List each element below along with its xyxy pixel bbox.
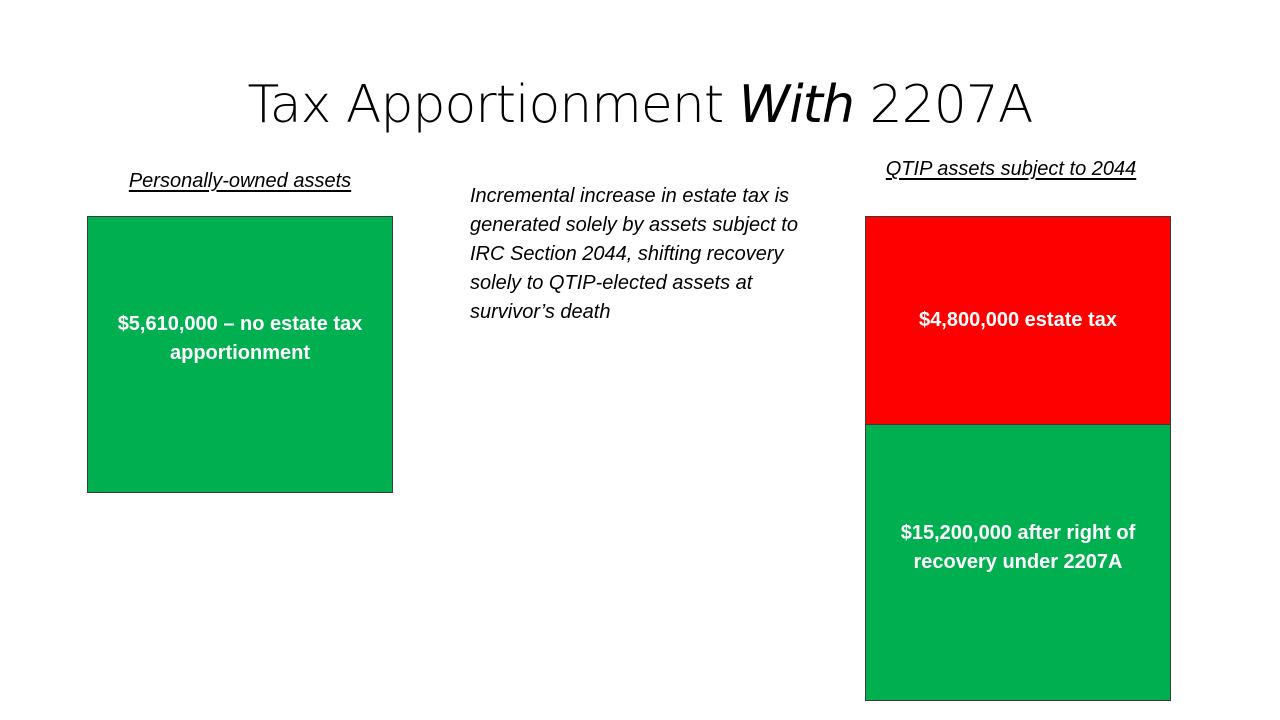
after-recovery-box: $15,200,000 after right of recovery unde… [865,424,1171,701]
personal-assets-box: $5,610,000 – no estate tax apportionment [87,216,393,493]
after-recovery-box-label: $15,200,000 after right of recovery unde… [900,521,1136,573]
personal-assets-heading: Personally-owned assets [128,170,352,192]
qtip-assets-heading: QTIP assets subject to 2044 [885,158,1137,180]
title-text: Tax Apportionment [247,75,739,135]
title-italic-text: With [738,75,855,135]
slide-title: Tax Apportionment With 2207A [0,70,1280,140]
estate-tax-box-label: $4,800,000 estate tax [919,309,1117,331]
title-suffix-text: 2207A [854,75,1034,135]
personal-assets-box-label: $5,610,000 – no estate tax apportionment [117,312,363,364]
estate-tax-box: $4,800,000 estate tax [865,216,1171,425]
explanation-text: Incremental increase in estate tax is ge… [470,185,798,323]
